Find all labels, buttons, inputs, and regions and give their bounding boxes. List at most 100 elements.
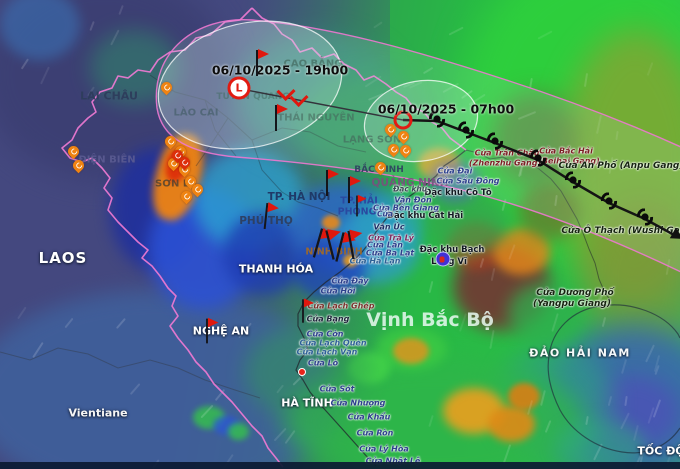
radar-blob	[245, 325, 370, 420]
storm-timestamp: 06/10/2025 - 19h00	[211, 62, 349, 78]
coastal-label: Vân Đồn	[394, 195, 432, 205]
bach-long-vi-station-icon[interactable]	[435, 251, 451, 267]
coastal-label: Văn Úc	[373, 222, 405, 232]
warning-pin-icon[interactable]	[65, 143, 82, 160]
radar-blob	[488, 406, 535, 442]
radar-blob	[393, 338, 429, 364]
coastal-label: Cửa Hà Lạn	[349, 256, 401, 266]
radar-blob	[428, 160, 480, 202]
coastal-label: Cửa Dương Phố	[536, 288, 614, 298]
china-coastline	[465, 149, 612, 302]
radar-blob	[508, 283, 580, 345]
coastal-station-dot[interactable]	[298, 368, 306, 376]
coastal-label: Cửa Lạch Vạn	[296, 347, 358, 357]
cyclone-icon[interactable]	[457, 121, 475, 143]
warning-pin-icon[interactable]	[395, 128, 412, 145]
radar-blob	[508, 383, 540, 410]
region-label: LÀO CAI	[173, 107, 219, 119]
region-label: LAI CHÂU	[80, 89, 138, 103]
radar-blob	[0, 290, 340, 469]
coastal-label: Cửa Lạch Quèn	[299, 338, 367, 348]
warning-pin-icon[interactable]	[372, 159, 389, 176]
hainan-coastline	[547, 304, 680, 454]
coastal-label: Cửa Nhật Lệ	[365, 456, 421, 466]
coastal-label: Đặc khu Cát Hải	[386, 211, 464, 221]
radar-blob	[295, 75, 440, 170]
region-label: LAOS	[38, 249, 88, 267]
region-label: CAO BẰNG	[283, 58, 343, 70]
region-label: Vientiane	[68, 406, 128, 420]
storm-position-marker[interactable]	[393, 110, 413, 130]
coastal-label: Cửa Đáy	[331, 276, 369, 286]
legend-bar	[0, 462, 680, 469]
radar-blob	[492, 92, 577, 187]
coastal-label: Cửa Cờn	[306, 329, 344, 339]
coastal-label: Cửa Trà Lý	[368, 233, 414, 243]
radar-blob	[348, 352, 390, 384]
region-label: Vịnh Bắc Bộ	[366, 309, 494, 331]
cyclone-icon[interactable]	[486, 132, 504, 154]
region-label: TUYÊN QUANG	[216, 92, 290, 102]
coastal-label: (Yangpu Giang)	[533, 299, 611, 309]
cyclone-icon[interactable]	[564, 171, 582, 193]
region-label: ĐẢO HẢI NAM	[529, 346, 631, 360]
wind-barb-icon	[343, 176, 361, 203]
warning-pin-icon[interactable]	[397, 142, 414, 159]
coastal-label: Cửa Ba Lạt	[365, 248, 415, 258]
coastal-label: Cửa	[377, 209, 393, 219]
coastal-label: Cửa Trân Châu	[474, 148, 540, 158]
region-label: LẠNG SƠN	[342, 134, 402, 146]
wind-barb-icon	[352, 194, 367, 217]
region-label: QUẢNG NINH	[371, 177, 449, 189]
warning-pin-icon[interactable]	[158, 79, 175, 96]
coastal-label: (Beihai Gang)	[538, 156, 600, 166]
radar-blob	[0, 0, 80, 60]
low-pressure-marker[interactable]: L	[227, 76, 251, 100]
laos-river-line	[0, 347, 261, 399]
track-arrowhead-icon	[669, 227, 680, 245]
region-label: TỐC ĐỘ	[637, 444, 680, 458]
coastal-label: Cửa Lạch Ghép	[307, 301, 375, 311]
region-label: NINH BÌNH	[305, 246, 363, 258]
cyclone-icon[interactable]	[636, 208, 654, 230]
warning-pin-icon[interactable]	[70, 157, 87, 174]
vietnam-border-north	[251, 7, 467, 151]
radar-blob	[428, 192, 510, 254]
wind-barb-icon	[201, 317, 219, 344]
storm-timestamp: 06/10/2025 - 07h00	[377, 101, 515, 117]
coastal-label: (Zhenzhu Gang)	[468, 158, 542, 168]
radar-blob	[555, 420, 645, 469]
wind-barb-icon	[259, 202, 280, 230]
wind-barb-icon	[298, 298, 314, 323]
coastal-label: Cửa An Phố (Anpu Gang)	[558, 161, 680, 171]
track-line	[240, 88, 404, 121]
vietnam-border-west	[61, 7, 284, 468]
coastal-label: Cửa Lý Hòa	[359, 444, 409, 454]
wind-barb-icon	[321, 169, 339, 196]
coastal-label: Cửa Sót	[319, 384, 355, 394]
coastal-label: Cửa Lò	[307, 358, 339, 368]
cyclone-icon[interactable]	[600, 192, 618, 214]
region-label: TP. HÀ NỘI	[267, 191, 331, 203]
radar-blob	[518, 183, 580, 240]
wind-barb-icon	[270, 104, 288, 131]
coastal-label: Đặc khu	[392, 184, 428, 194]
coastal-label: Cửa Sầu Đông	[436, 176, 500, 186]
region-label: THANH HÓA	[238, 262, 314, 276]
radar-blob	[285, 360, 585, 469]
region-label: HÀ TĨNH	[281, 396, 333, 410]
radar-blob	[228, 423, 249, 440]
cyclone-icon[interactable]	[428, 110, 446, 132]
coastal-label: Cửa Bạng	[306, 314, 350, 324]
coastal-label: Cửa Bến Giang	[373, 203, 439, 213]
radar-blob	[322, 215, 340, 230]
coastal-label: Cửa Hới	[320, 286, 356, 296]
coastal-label: Cửa Lân	[367, 240, 403, 250]
coastal-label: Đặc khu Bạch	[419, 245, 485, 255]
cyclone-icon[interactable]	[529, 149, 547, 171]
coastal-label: Cửa Ròn	[356, 428, 394, 438]
